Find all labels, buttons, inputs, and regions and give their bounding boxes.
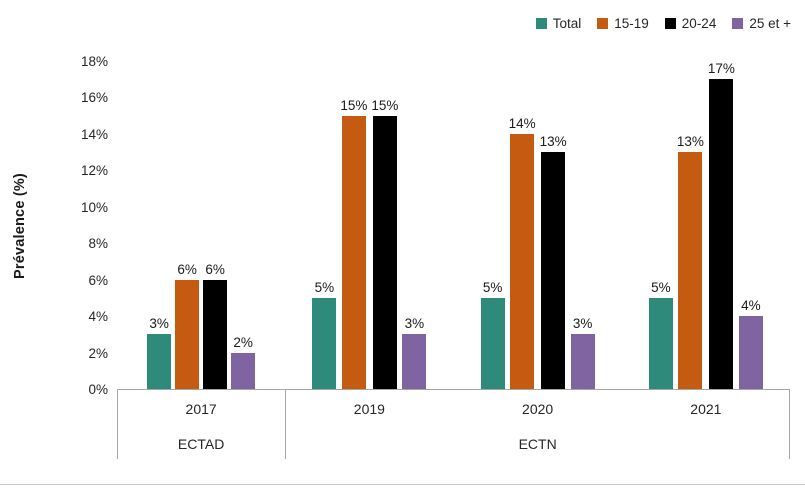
y-tick-label: 8% (88, 236, 108, 252)
bar-value-label: 15% (340, 97, 368, 113)
bar-15-19-2021 (678, 152, 703, 389)
legend-label: Total (552, 16, 582, 31)
bar-value-label: 2% (233, 334, 253, 350)
bar-value-label: 3% (572, 316, 593, 332)
x-axis-label-2021: 2021 (690, 401, 722, 417)
legend-swatch-icon (535, 18, 547, 29)
axis-group-separator (789, 390, 790, 459)
bar-value-label: 13% (539, 134, 567, 150)
legend-item-25 et +: 25 et + (732, 16, 791, 31)
bar-20-24-2019 (372, 115, 397, 389)
y-tick-label: 16% (80, 90, 108, 106)
y-tick-label: 6% (88, 272, 108, 288)
y-tick-label: 0% (88, 382, 108, 397)
bottom-border-line (0, 484, 805, 485)
bar-slot: 3% (570, 316, 595, 389)
axis-group-separator (117, 390, 118, 459)
bar-20-24-2021 (709, 79, 734, 389)
bar-Total-2019 (312, 297, 337, 389)
bar-group-2021: 5% 13% 17% 4% (622, 61, 790, 389)
legend-item-15-19: 15-19 (597, 16, 649, 31)
bar-15-19-2019 (341, 115, 366, 389)
bar-slot: 13% (540, 134, 567, 389)
x-axis-label-2017: 2017 (185, 401, 217, 417)
bar-20-24-2017 (203, 279, 228, 389)
bar-group-2019: 5% 15% 15% 3% (285, 62, 453, 389)
bar-value-label: 4% (741, 298, 761, 314)
x-axis-survey-group-labels: ECTAD ECTN (117, 425, 790, 452)
bar-20-24-2020 (541, 152, 566, 389)
bar-value-label: 6% (177, 261, 197, 277)
y-axis-tick-labels: 0% 2% 4% 6% 8% 10% 12% 14% 16% 18% (54, 54, 108, 397)
bar-slot: 14% (509, 116, 536, 389)
y-tick-label: 2% (88, 345, 108, 361)
x-axis-year-labels: 2017 2019 2020 2021 (117, 391, 790, 417)
x-axis-label-2019: 2019 (353, 401, 385, 417)
bar-15-19-2020 (510, 133, 535, 389)
bar-slot: 4% (738, 298, 763, 389)
bar-slot: 13% (677, 134, 704, 389)
legend-swatch-icon (664, 18, 676, 29)
y-axis-title: Prévalence (%) (12, 173, 28, 279)
bar-value-label: 5% (314, 279, 335, 295)
bar-Total-2017 (147, 334, 172, 389)
legend-label: 20-24 (681, 16, 717, 31)
bar-slot: 17% (708, 61, 735, 389)
bar-slot: 3% (147, 316, 172, 389)
axis-group-separator (285, 390, 286, 459)
bar-slot: 15% (371, 98, 398, 389)
bar-value-label: 15% (371, 97, 399, 113)
x-axis-group-label-ECTAD: ECTAD (177, 436, 225, 452)
bar-25 et +-2021 (738, 316, 763, 389)
bar-value-label: 13% (676, 134, 704, 150)
legend-label: 25 et + (749, 16, 791, 31)
bar-Total-2021 (648, 297, 673, 389)
legend-item-Total: Total (535, 16, 582, 31)
legend: Total 15-19 20-24 25 et + (535, 16, 791, 31)
bar-slot: 3% (402, 316, 427, 389)
bar-value-label: 5% (482, 279, 503, 295)
bar-25 et +-2017 (231, 352, 256, 389)
bar-25 et +-2019 (402, 334, 427, 389)
bar-value-label: 17% (707, 61, 735, 77)
bar-value-label: 3% (404, 316, 425, 332)
bar-value-label: 6% (205, 261, 225, 277)
legend-swatch-icon (732, 18, 744, 29)
bar-group-2017: 3% 6% 6% 2% (117, 62, 285, 389)
legend-label: 15-19 (614, 16, 649, 31)
legend-item-20-24: 20-24 (664, 16, 717, 31)
bar-slot: 6% (175, 261, 200, 389)
bar-group-2020: 5% 14% 13% 3% (454, 62, 622, 389)
bar-slot: 2% (231, 334, 256, 389)
bar-Total-2020 (480, 297, 505, 389)
bar-value-label: 3% (149, 316, 169, 332)
x-axis-label-2020: 2020 (522, 401, 554, 417)
bar-slot: 5% (480, 279, 505, 389)
bar-25 et +-2020 (570, 334, 595, 389)
y-tick-label: 12% (80, 163, 108, 179)
y-tick-label: 10% (80, 199, 108, 215)
bar-value-label: 14% (508, 115, 536, 131)
bar-slot: 5% (312, 279, 337, 389)
bar-slot: 5% (648, 279, 673, 389)
bar-value-label: 5% (651, 279, 671, 295)
y-tick-label: 14% (80, 126, 108, 142)
y-tick-label: 4% (88, 309, 108, 325)
bar-slot: 15% (340, 98, 367, 389)
bar-15-19-2017 (175, 279, 200, 389)
y-tick-label: 18% (80, 54, 108, 69)
legend-swatch-icon (597, 18, 609, 29)
plot-area: 3% 6% 6% 2% 5% 15% 15% 3% 5% 14% 13% 3% 5% 13% 17% 4% (117, 61, 790, 390)
x-axis-group-label-ECTN: ECTN (518, 436, 557, 452)
bar-slot: 6% (203, 261, 228, 389)
